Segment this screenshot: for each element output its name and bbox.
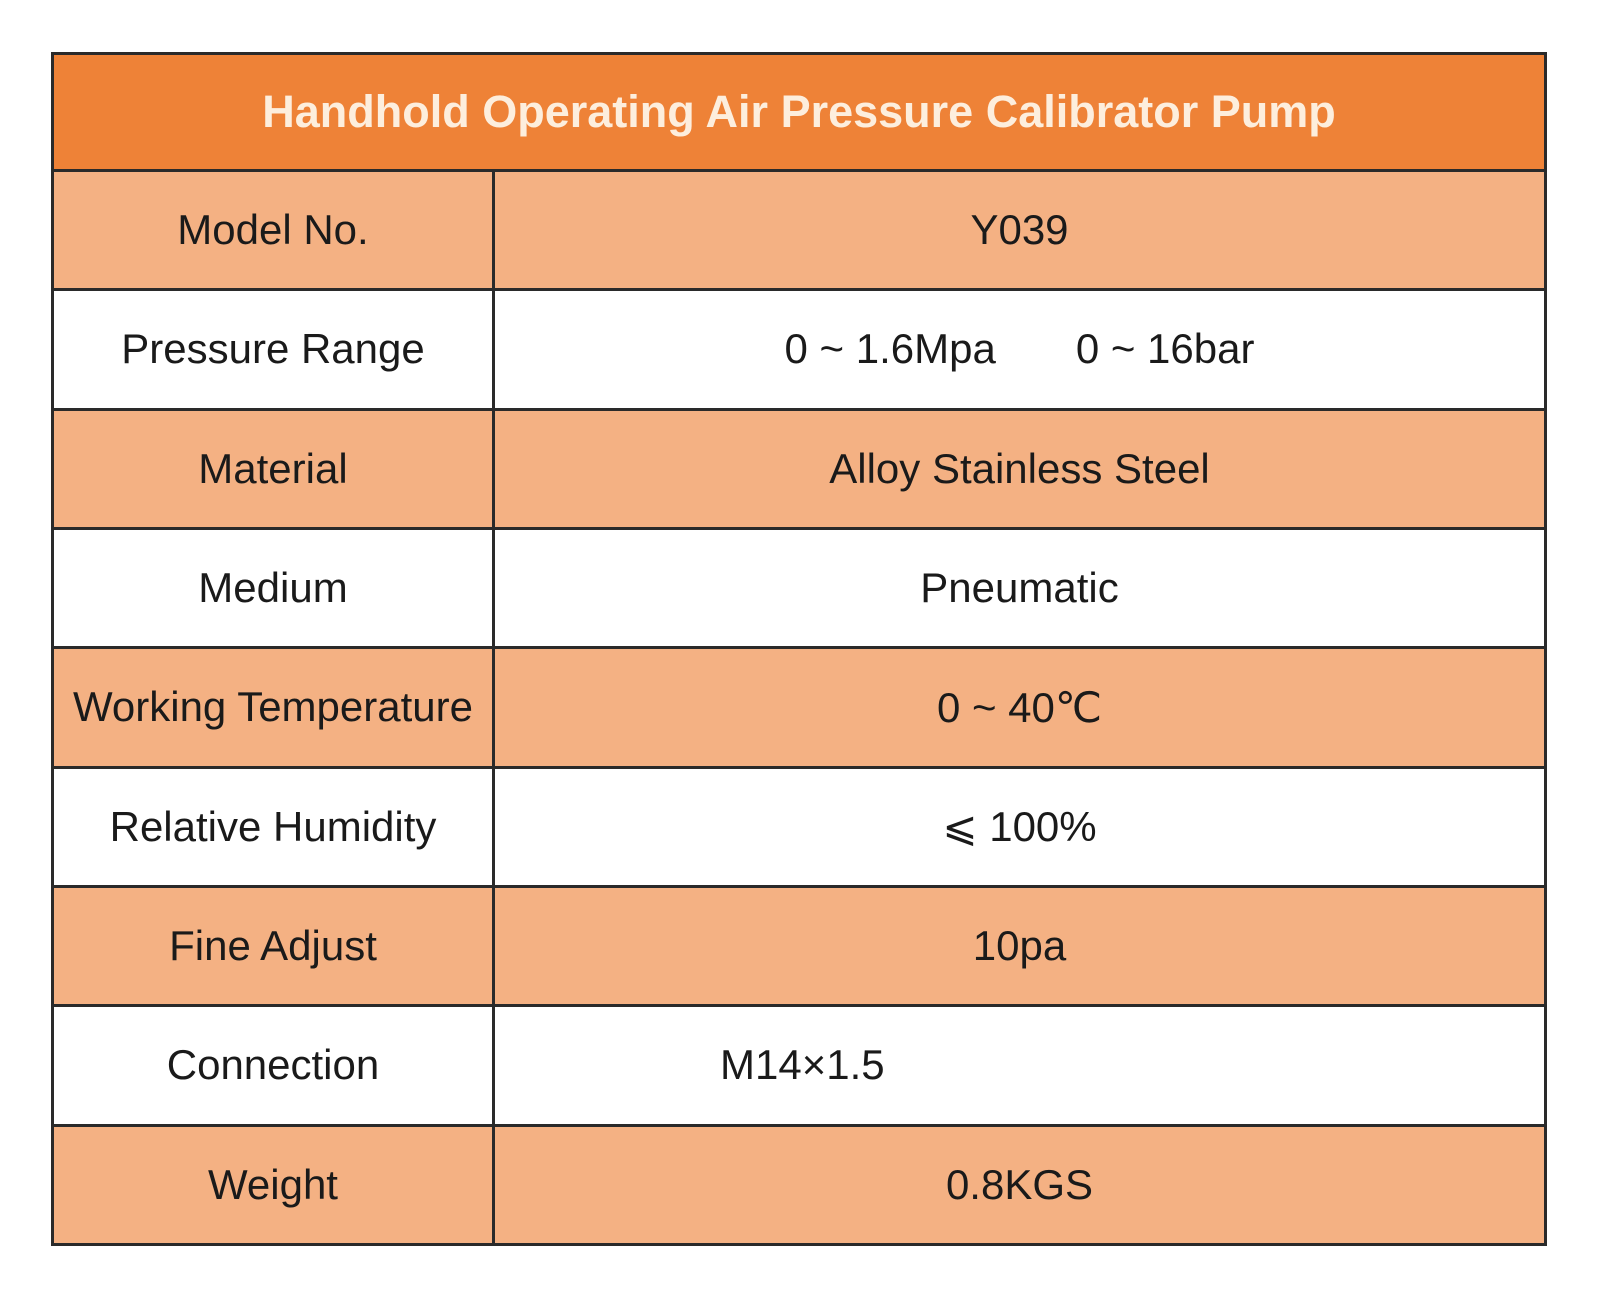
row-label: Material: [54, 410, 495, 527]
row-weight: Weight 0.8KGS: [54, 1126, 1544, 1243]
row-material: Material Alloy Stainless Steel: [54, 410, 1544, 530]
row-label: Medium: [54, 529, 495, 647]
row-value-group: 0 ~ 1.6Mpa 0 ~ 16bar: [495, 291, 1544, 407]
row-value: 0 ~ 1.6Mpa: [784, 325, 996, 373]
spec-table: Handhold Operating Air Pressure Calibrat…: [51, 52, 1547, 1246]
row-relative-humidity: Relative Humidity ⩽ 100%: [54, 768, 1544, 888]
row-label: Relative Humidity: [54, 768, 495, 885]
row-label: Working Temperature: [54, 649, 495, 766]
row-value: M14×1.5: [720, 1041, 885, 1089]
row-value: Pneumatic: [920, 564, 1119, 612]
row-value: ⩽ 100%: [942, 803, 1097, 851]
row-label: Weight: [54, 1126, 495, 1243]
row-working-temperature: Working Temperature 0 ~ 40℃: [54, 649, 1544, 769]
row-label: Pressure Range: [54, 291, 495, 408]
row-label: Connection: [54, 1007, 495, 1124]
spec-rows: Model No. Y039 Pressure Range 0 ~ 1.6Mpa…: [54, 172, 1544, 1243]
row-pressure-range: Pressure Range 0 ~ 1.6Mpa 0 ~ 16bar: [54, 291, 1544, 411]
row-label: Fine Adjust: [54, 887, 495, 1005]
row-value: 0.8KGS: [945, 1160, 1094, 1208]
row-value: Y039: [970, 206, 1069, 254]
row-model-no: Model No. Y039: [54, 172, 1544, 292]
table-title: Handhold Operating Air Pressure Calibrat…: [54, 55, 1544, 172]
row-value: 10pa: [972, 922, 1067, 970]
row-value: Alloy Stainless Steel: [829, 444, 1210, 492]
row-label: Model No.: [54, 172, 495, 289]
row-value-secondary: 0 ~ 16bar: [1075, 325, 1255, 373]
row-fine-adjust: Fine Adjust 10pa: [54, 887, 1544, 1008]
row-value: 0 ~ 40℃: [936, 683, 1103, 731]
row-connection: Connection M14×1.5: [54, 1007, 1544, 1127]
row-medium: Medium Pneumatic: [54, 529, 1544, 650]
